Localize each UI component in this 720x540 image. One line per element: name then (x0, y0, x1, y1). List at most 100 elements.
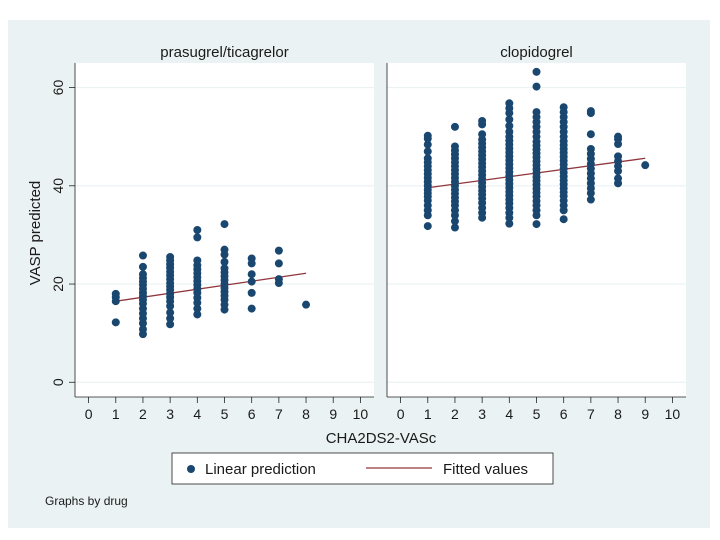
graphs-by-note: Graphs by drug (45, 494, 128, 508)
data-point (532, 67, 541, 76)
data-point (247, 288, 256, 297)
data-point (138, 270, 147, 279)
x-axis-title: CHA2DS2-VASc (326, 430, 437, 447)
data-point (220, 264, 229, 273)
panel-2: clopidogrel 0 1 2 3 4 5 6 7 8 9 10 (386, 41, 686, 422)
data-point (586, 107, 595, 116)
data-point (274, 246, 283, 255)
data-point (505, 127, 514, 136)
data-point (166, 308, 175, 317)
data-point (450, 223, 459, 232)
data-point (641, 161, 650, 170)
data-point (614, 152, 623, 161)
data-point (193, 256, 202, 265)
data-point (505, 115, 514, 124)
x-tick-label: 3 (478, 406, 486, 422)
y-axis-title: VASP predicted (27, 181, 44, 286)
x-tick-label: 6 (248, 406, 256, 422)
panel-1: prasugrel/ticagrelor 0 20 40 60 0 1 2 3 4 5 6 7 8 9 10 (50, 41, 374, 422)
data-point (274, 275, 283, 284)
data-point (193, 310, 202, 319)
data-point (450, 122, 459, 131)
data-point (166, 314, 175, 323)
data-point (505, 99, 514, 108)
data-point (111, 289, 120, 298)
data-point (138, 325, 147, 334)
x-tick-label: 7 (587, 406, 595, 422)
legend-marker-linear-prediction (187, 465, 195, 473)
panel-title: prasugrel/ticagrelor (160, 44, 288, 61)
data-point (586, 144, 595, 153)
data-point (247, 254, 256, 263)
x-tick-label: 5 (533, 406, 541, 422)
x-tick-label: 0 (85, 406, 93, 422)
data-point (559, 215, 568, 224)
y-tick-label: 60 (50, 80, 66, 96)
x-tick-label: 9 (329, 406, 337, 422)
data-point (450, 217, 459, 226)
x-tick-label: 8 (302, 406, 310, 422)
data-point (274, 259, 283, 268)
panel-title: clopidogrel (500, 44, 573, 61)
plot-area (75, 63, 374, 397)
data-point (559, 103, 568, 112)
data-point (614, 174, 623, 183)
data-point (193, 233, 202, 242)
data-point (423, 140, 432, 149)
panel-title-strip (387, 41, 686, 63)
data-point (450, 142, 459, 151)
x-tick-label: 2 (139, 406, 147, 422)
data-point (247, 304, 256, 313)
data-point (478, 116, 487, 125)
x-tick-label: 5 (221, 406, 229, 422)
data-point (505, 121, 514, 130)
data-point (111, 318, 120, 327)
data-point (302, 300, 311, 309)
data-point (220, 245, 229, 254)
data-point (247, 277, 256, 286)
x-tick-label: 0 (397, 406, 405, 422)
data-point (478, 130, 487, 139)
data-point (423, 131, 432, 140)
x-tick-label: 2 (451, 406, 459, 422)
x-tick-label: 4 (505, 406, 513, 422)
legend-label-fitted-values: Fitted values (443, 461, 528, 478)
data-point (505, 219, 514, 228)
data-point (532, 220, 541, 229)
data-point (193, 226, 202, 234)
x-tick-label: 8 (614, 406, 622, 422)
y-tick-label: 0 (50, 378, 66, 386)
y-tick-label: 40 (50, 178, 66, 194)
x-tick-label: 10 (353, 406, 369, 422)
legend: Linear prediction Fitted values (171, 452, 554, 485)
x-tick-label: 9 (641, 406, 649, 422)
data-point (586, 195, 595, 204)
data-point (247, 270, 256, 279)
legend-box (171, 452, 554, 485)
x-tick-label: 4 (193, 406, 201, 422)
data-point (166, 320, 175, 329)
data-point (532, 82, 541, 91)
data-point (423, 154, 432, 163)
data-point (586, 130, 595, 139)
x-tick-label: 10 (665, 406, 681, 422)
data-point (614, 132, 623, 141)
y-tick-label: 20 (50, 276, 66, 292)
data-point (193, 304, 202, 313)
data-point (166, 253, 175, 262)
fitted-values-line (115, 272, 307, 302)
data-point (138, 262, 147, 271)
data-point (532, 108, 541, 117)
data-point (423, 147, 432, 156)
legend-label-linear-prediction: Linear prediction (205, 461, 316, 478)
data-point (220, 220, 229, 229)
x-tick-label: 6 (560, 406, 568, 422)
x-tick-label: 1 (112, 406, 120, 422)
x-tick-label: 3 (166, 406, 174, 422)
data-point (220, 257, 229, 266)
data-point (138, 251, 147, 260)
data-point (423, 222, 432, 231)
